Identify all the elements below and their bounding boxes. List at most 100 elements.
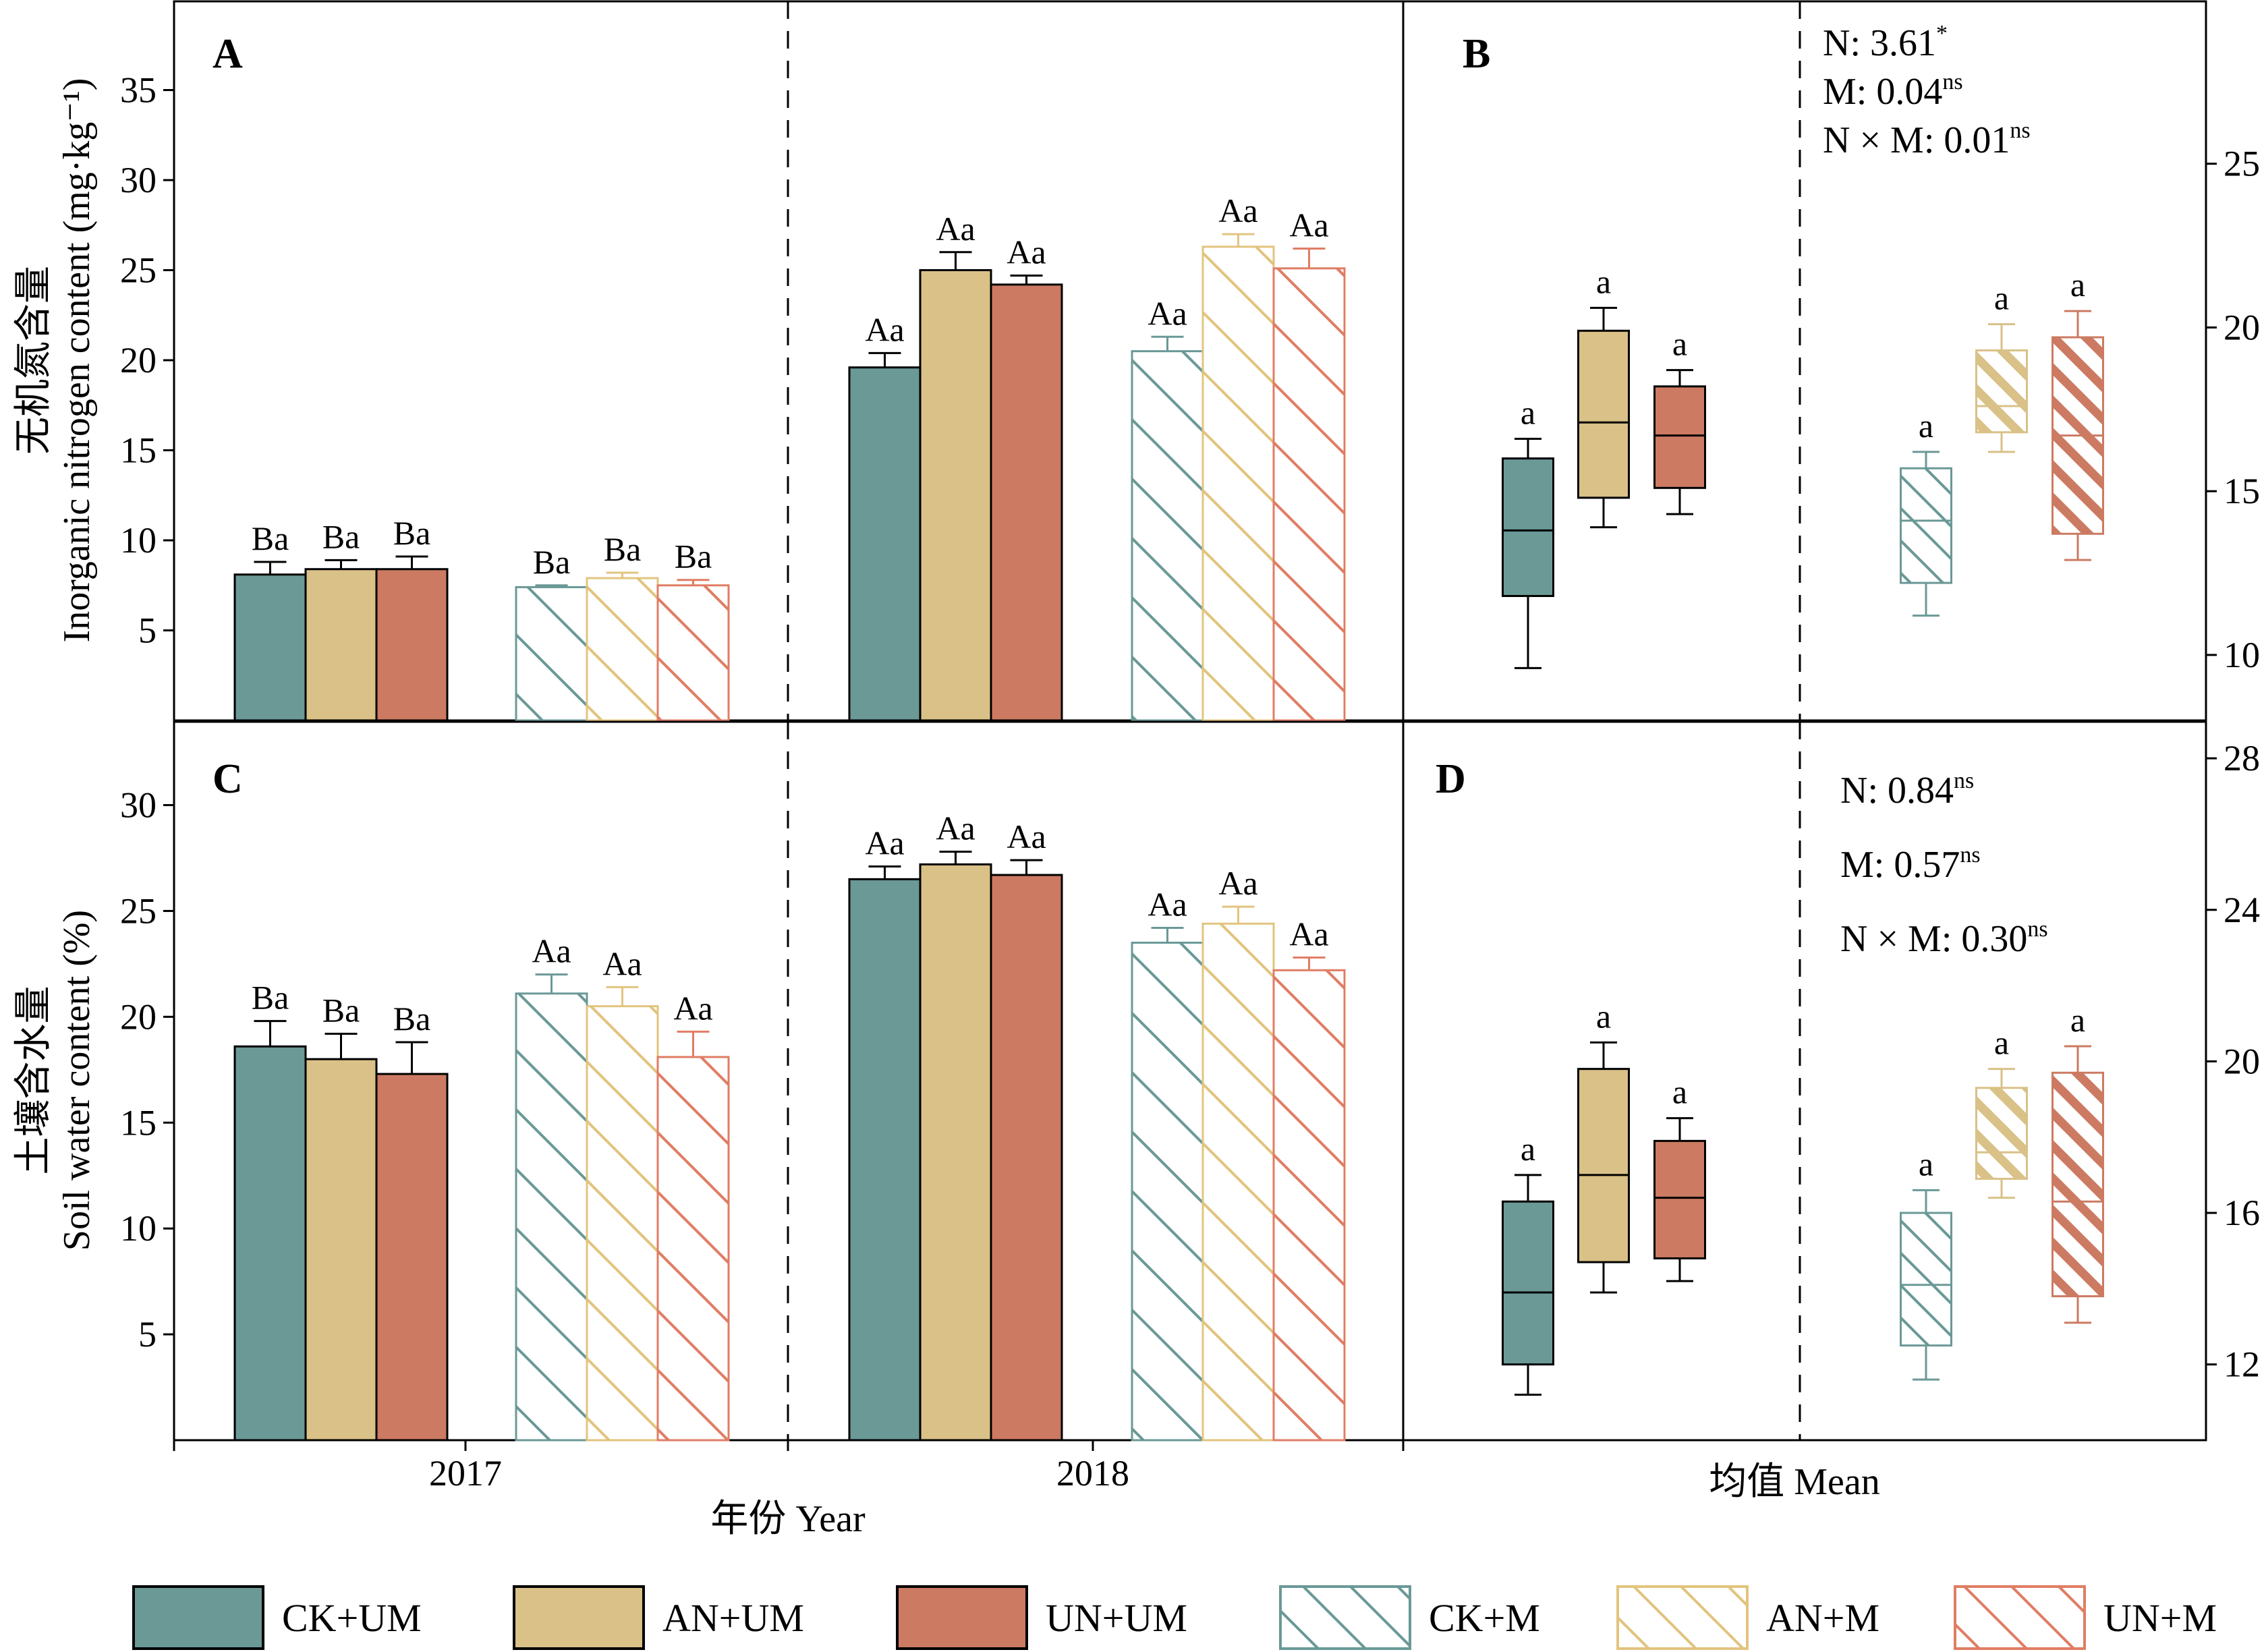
stat-text: N: 3.61* xyxy=(1823,21,1948,64)
panels: 5 10 15 20 25 30 35 A 无机氮含量 Inorganic nitrogen co… xyxy=(13,0,2260,1451)
bar xyxy=(375,1073,449,1442)
bar xyxy=(586,1005,659,1442)
y-tick-label: 15 xyxy=(120,430,157,471)
year-axis-label: 年份 Year xyxy=(710,1498,866,1540)
y-axis-label-en: Inorganic nitrogen content (mg·kg⁻¹) xyxy=(56,78,98,643)
legend-label: UN+M xyxy=(2103,1596,2217,1640)
significance-label: Aa xyxy=(1218,192,1257,229)
mean-axis-label: 均值 Mean xyxy=(1709,1461,1880,1503)
axes: 年份 Year 均值 Mean 2017 2018 xyxy=(429,1453,1880,1540)
significance-label: Ba xyxy=(393,1000,431,1037)
box xyxy=(1975,1087,2028,1180)
stat-value: N: 3.61 xyxy=(1823,22,1936,64)
box xyxy=(1577,329,1630,499)
y-tick-label: 10 xyxy=(120,520,157,561)
box xyxy=(1577,1068,1630,1263)
legend-swatch xyxy=(1954,1585,2086,1650)
significance-label: Ba xyxy=(252,519,289,557)
stat-value: M: 0.04 xyxy=(1823,71,1942,113)
y-tick-label: 16 xyxy=(2224,1193,2260,1233)
y-tick-label: 28 xyxy=(2224,738,2260,778)
bar xyxy=(375,568,449,722)
bar xyxy=(656,584,730,722)
significance-label: Aa xyxy=(865,824,904,862)
bar xyxy=(515,586,588,722)
stat-value: M: 0.57 xyxy=(1840,844,1960,886)
bar xyxy=(1201,246,1275,722)
legend-item: AN+M xyxy=(1616,1585,1879,1650)
bar xyxy=(919,269,992,722)
bar xyxy=(515,992,588,1442)
significance-label: Aa xyxy=(936,210,975,248)
stat-significance: ns xyxy=(1954,768,1974,793)
legend-swatch xyxy=(132,1585,264,1650)
significance-label: a xyxy=(1521,1130,1535,1168)
legend-item: AN+UM xyxy=(513,1585,804,1650)
y-tick-label: 15 xyxy=(120,1102,157,1143)
y-tick-label: 25 xyxy=(120,250,157,291)
y-tick-label: 35 xyxy=(120,70,157,111)
bar xyxy=(304,1058,378,1442)
y-tick-label: 10 xyxy=(2224,635,2260,675)
legend-item: UN+UM xyxy=(896,1585,1187,1650)
significance-label: a xyxy=(1672,325,1687,363)
significance-label: Aa xyxy=(1148,294,1187,332)
significance-label: Ba xyxy=(604,530,642,568)
y-tick-label: 5 xyxy=(138,1314,157,1355)
y-tick-label: 20 xyxy=(2224,307,2260,347)
significance-label: a xyxy=(1672,1073,1687,1111)
legend-item: CK+M xyxy=(1279,1585,1540,1650)
bar xyxy=(990,874,1063,1442)
panel-label-B: B xyxy=(1463,31,1490,77)
y-tick-label: 30 xyxy=(120,785,157,826)
y-tick-label: 15 xyxy=(2224,471,2260,511)
y-tick-label: 5 xyxy=(138,610,157,651)
significance-label: Aa xyxy=(865,310,904,348)
y-axis-label-en: Soil water content (%) xyxy=(56,910,98,1251)
bar xyxy=(233,573,307,722)
significance-label: Ba xyxy=(322,517,360,555)
significance-label: Aa xyxy=(1218,864,1257,902)
significance-label: a xyxy=(1596,262,1611,300)
significance-label: Aa xyxy=(1007,818,1046,855)
box xyxy=(1502,1200,1554,1366)
legend-swatch xyxy=(1279,1585,1411,1650)
stat-text: N × M: 0.30ns xyxy=(1840,917,2048,960)
stat-text: N × M: 0.01ns xyxy=(1823,118,2031,161)
year-tick-label-2018: 2018 xyxy=(1056,1453,1129,1493)
box xyxy=(2051,1071,2104,1298)
significance-label: a xyxy=(2070,1001,2085,1039)
significance-label: Aa xyxy=(673,989,712,1027)
significance-label: a xyxy=(1994,1024,2009,1062)
y-axis-label-cn: 土壤含水量 xyxy=(13,986,55,1175)
significance-label: Ba xyxy=(675,538,712,575)
y-tick-label: 20 xyxy=(2224,1041,2260,1081)
box xyxy=(1900,1212,1952,1347)
stat-significance: ns xyxy=(1960,843,1980,867)
panel-label-C: C xyxy=(213,756,243,802)
significance-label: Aa xyxy=(1289,915,1328,952)
legend-item: CK+UM xyxy=(132,1585,422,1650)
y-tick-label: 10 xyxy=(120,1208,157,1249)
bar xyxy=(848,878,922,1442)
stat-significance: ns xyxy=(2010,118,2030,143)
bar xyxy=(990,283,1063,722)
box xyxy=(1900,467,1952,584)
panel-label-D: D xyxy=(1436,756,1466,802)
y-tick-label: 30 xyxy=(120,160,157,200)
significance-label: Aa xyxy=(532,932,571,970)
significance-label: Aa xyxy=(1007,233,1046,271)
legend-label: AN+UM xyxy=(662,1596,804,1640)
y-axis-label-cn: 无机氮含量 xyxy=(13,266,55,455)
y-tick-label: 25 xyxy=(2224,144,2260,184)
stat-significance: ns xyxy=(1942,69,1962,94)
y-tick-label: 20 xyxy=(120,996,157,1037)
bar xyxy=(304,568,378,722)
bar xyxy=(1201,922,1275,1442)
legend-swatch xyxy=(896,1585,1028,1650)
y-tick-label: 24 xyxy=(2224,890,2260,930)
stat-value: N × M: 0.30 xyxy=(1840,918,2027,960)
